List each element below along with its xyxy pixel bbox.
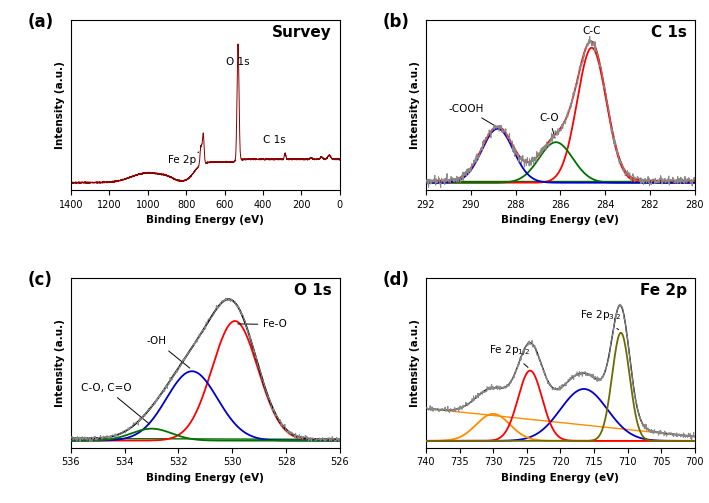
Text: Fe 2p: Fe 2p xyxy=(640,283,687,298)
Y-axis label: Intensity (a.u.): Intensity (a.u.) xyxy=(55,319,65,407)
Text: O 1s: O 1s xyxy=(294,283,332,298)
Text: Fe 2p$_{3/2}$: Fe 2p$_{3/2}$ xyxy=(580,309,622,330)
Text: C-C: C-C xyxy=(583,26,601,45)
Text: Fe 2p: Fe 2p xyxy=(168,152,199,165)
Text: Survey: Survey xyxy=(272,25,332,40)
Y-axis label: Intensity (a.u.): Intensity (a.u.) xyxy=(411,319,420,407)
Text: C-O: C-O xyxy=(540,113,559,138)
Y-axis label: Intensity (a.u.): Intensity (a.u.) xyxy=(411,61,420,149)
X-axis label: Binding Energy (eV): Binding Energy (eV) xyxy=(501,215,619,225)
X-axis label: Binding Energy (eV): Binding Energy (eV) xyxy=(501,473,619,483)
Text: (c): (c) xyxy=(28,271,52,289)
Text: (d): (d) xyxy=(383,271,410,289)
Text: C-O, C=O: C-O, C=O xyxy=(81,383,150,424)
Text: Fe-O: Fe-O xyxy=(238,319,287,329)
Text: -COOH: -COOH xyxy=(449,104,495,126)
Text: -OH: -OH xyxy=(147,337,190,368)
Text: C 1s: C 1s xyxy=(263,135,286,145)
Text: O 1s: O 1s xyxy=(226,57,250,66)
Text: Fe 2p$_{1/2}$: Fe 2p$_{1/2}$ xyxy=(489,344,531,367)
Y-axis label: Intensity (a.u.): Intensity (a.u.) xyxy=(55,61,65,149)
Text: C 1s: C 1s xyxy=(651,25,687,40)
Text: (a): (a) xyxy=(28,14,54,31)
X-axis label: Binding Energy (eV): Binding Energy (eV) xyxy=(147,473,264,483)
Text: (b): (b) xyxy=(383,14,410,31)
X-axis label: Binding Energy (eV): Binding Energy (eV) xyxy=(147,215,264,225)
